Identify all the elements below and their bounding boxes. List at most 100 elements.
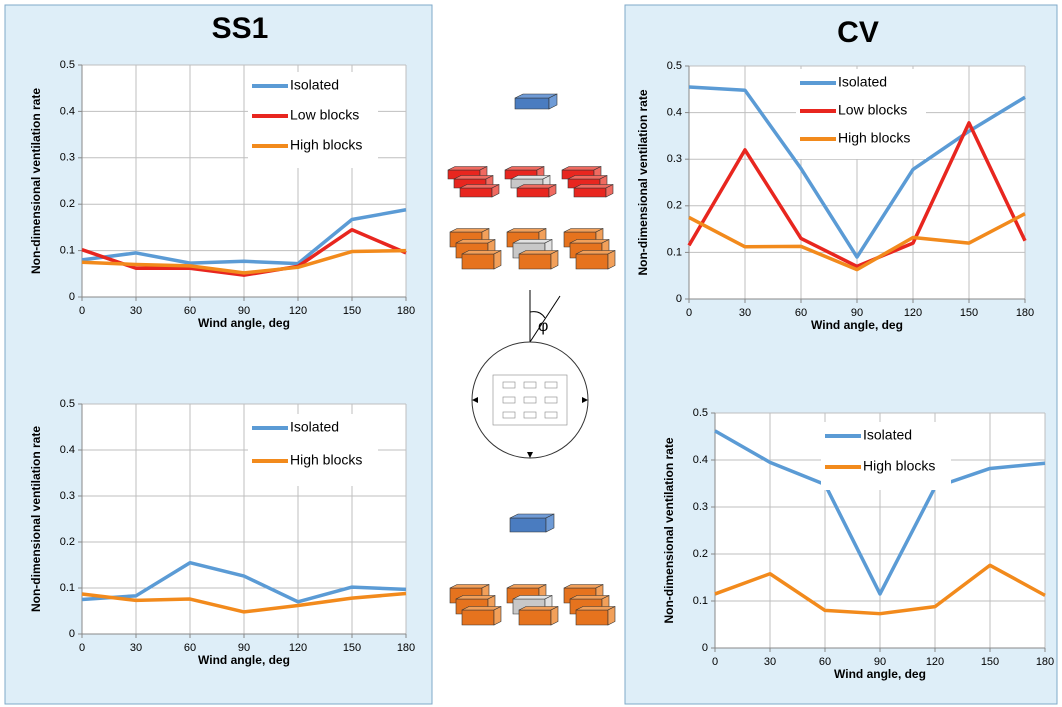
building-block — [516, 187, 550, 198]
legend-label: Isolated — [863, 427, 912, 443]
x-tick-label: 150 — [343, 305, 361, 317]
building-block — [493, 250, 502, 270]
x-tick-label: 180 — [397, 642, 415, 654]
y-axis-title: Non-dimensional ventilation rate — [636, 89, 650, 275]
series-line — [81, 208, 407, 266]
x-tick-label: 0 — [686, 307, 692, 319]
building-block — [491, 184, 500, 198]
legend-label: Low blocks — [290, 107, 359, 123]
y-tick-label: 0.5 — [693, 407, 708, 419]
y-tick-label: 0 — [69, 628, 75, 640]
diagram: φ — [447, 93, 616, 626]
x-tick-label: 150 — [343, 642, 361, 654]
wind-direction — [529, 295, 561, 343]
building-block — [605, 184, 614, 198]
series-line — [687, 121, 1027, 269]
y-tick-label: 0.5 — [667, 60, 682, 72]
building-block — [518, 609, 552, 626]
building-block — [461, 253, 495, 270]
y-tick-label: 0.1 — [60, 582, 75, 594]
x-tick-label: 180 — [397, 305, 415, 317]
legend-box — [821, 422, 951, 490]
x-tick-label: 180 — [1036, 656, 1054, 668]
legend-label: High blocks — [838, 130, 910, 146]
building-block — [607, 250, 616, 270]
building-block — [550, 606, 559, 626]
y-tick-label: 0.5 — [60, 398, 75, 410]
x-axis-title: Wind angle, deg — [834, 667, 926, 681]
building-block — [575, 253, 609, 270]
building-block — [548, 93, 558, 110]
series-line — [688, 85, 1026, 259]
x-tick-label: 30 — [764, 656, 776, 668]
x-axis-title: Wind angle, deg — [811, 318, 903, 332]
x-tick-label: 120 — [904, 307, 922, 319]
legend-label: High blocks — [290, 137, 362, 153]
x-tick-label: 150 — [960, 307, 978, 319]
y-tick-label: 0.4 — [60, 105, 75, 117]
series-line — [81, 560, 407, 604]
angle-arc — [529, 311, 546, 319]
y-tick-label: 0.2 — [60, 198, 75, 210]
y-axis-title: Non-dimensional ventilation rate — [29, 426, 43, 612]
y-tick-label: 0.1 — [667, 246, 682, 258]
y-tick-label: 0.2 — [667, 200, 682, 212]
y-tick-label: 0.3 — [693, 501, 708, 513]
building-block — [548, 184, 557, 198]
x-tick-label: 90 — [238, 305, 250, 317]
x-tick-label: 90 — [874, 656, 886, 668]
x-tick-label: 120 — [926, 656, 944, 668]
building-block — [518, 253, 552, 270]
x-tick-label: 120 — [289, 305, 307, 317]
building-block — [509, 517, 547, 533]
x-tick-label: 180 — [1016, 307, 1034, 319]
x-tick-label: 30 — [130, 305, 142, 317]
x-tick-label: 60 — [819, 656, 831, 668]
building-block — [493, 606, 502, 626]
x-tick-label: 0 — [712, 656, 718, 668]
x-tick-label: 0 — [79, 642, 85, 654]
y-tick-label: 0.3 — [60, 490, 75, 502]
site-plan — [492, 374, 568, 426]
y-tick-label: 0.4 — [667, 107, 682, 119]
building-block — [573, 187, 607, 198]
legend-label: Low blocks — [838, 102, 907, 118]
x-tick-label: 90 — [238, 642, 250, 654]
legend-label: High blocks — [863, 458, 935, 474]
series-line — [81, 248, 407, 275]
building-block — [607, 606, 616, 626]
x-tick-label: 60 — [184, 305, 196, 317]
x-tick-label: 30 — [739, 307, 751, 319]
series-line — [688, 212, 1026, 272]
series-line — [714, 563, 1046, 616]
x-tick-label: 60 — [795, 307, 807, 319]
x-tick-label: 90 — [851, 307, 863, 319]
x-tick-label: 150 — [981, 656, 999, 668]
legend-label: Isolated — [838, 74, 887, 90]
x-tick-label: 60 — [184, 642, 196, 654]
y-tick-label: 0.3 — [60, 152, 75, 164]
y-tick-label: 0.2 — [693, 548, 708, 560]
x-axis-title: Wind angle, deg — [198, 316, 290, 330]
site-circle — [471, 341, 589, 459]
building-block — [514, 97, 550, 110]
y-tick-label: 0.1 — [60, 245, 75, 257]
y-tick-label: 0.5 — [60, 59, 75, 71]
x-axis-title: Wind angle, deg — [198, 653, 290, 667]
x-tick-label: 0 — [79, 305, 85, 317]
y-axis-title: Non-dimensional ventilation rate — [29, 88, 43, 274]
panel-title: CV — [837, 16, 879, 49]
y-tick-label: 0.4 — [60, 444, 75, 456]
panel-title: SS1 — [212, 12, 269, 45]
y-tick-label: 0 — [69, 291, 75, 303]
angle-label: φ — [538, 318, 548, 335]
x-tick-label: 120 — [289, 642, 307, 654]
series-line — [81, 591, 407, 614]
legend-label: High blocks — [290, 452, 362, 468]
y-tick-label: 0 — [702, 642, 708, 654]
y-tick-label: 0.2 — [60, 536, 75, 548]
building-block — [545, 513, 555, 533]
building-block — [459, 187, 493, 198]
building-block — [550, 250, 559, 270]
